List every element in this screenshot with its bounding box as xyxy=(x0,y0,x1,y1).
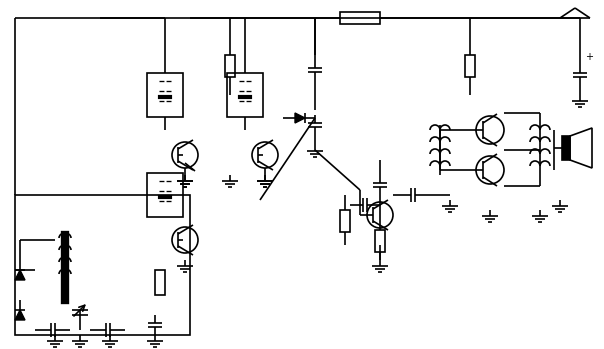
Bar xyxy=(340,210,350,232)
Bar xyxy=(562,136,570,160)
Bar xyxy=(147,173,183,217)
Polygon shape xyxy=(295,113,305,123)
Bar xyxy=(375,230,385,252)
Text: +: + xyxy=(585,52,593,62)
Polygon shape xyxy=(15,270,25,280)
Bar xyxy=(465,55,475,77)
Polygon shape xyxy=(15,310,25,320)
Bar xyxy=(340,12,380,24)
Bar xyxy=(147,73,183,117)
Bar xyxy=(155,270,165,295)
Bar xyxy=(227,73,263,117)
Bar xyxy=(225,55,235,77)
Bar xyxy=(15,195,190,335)
